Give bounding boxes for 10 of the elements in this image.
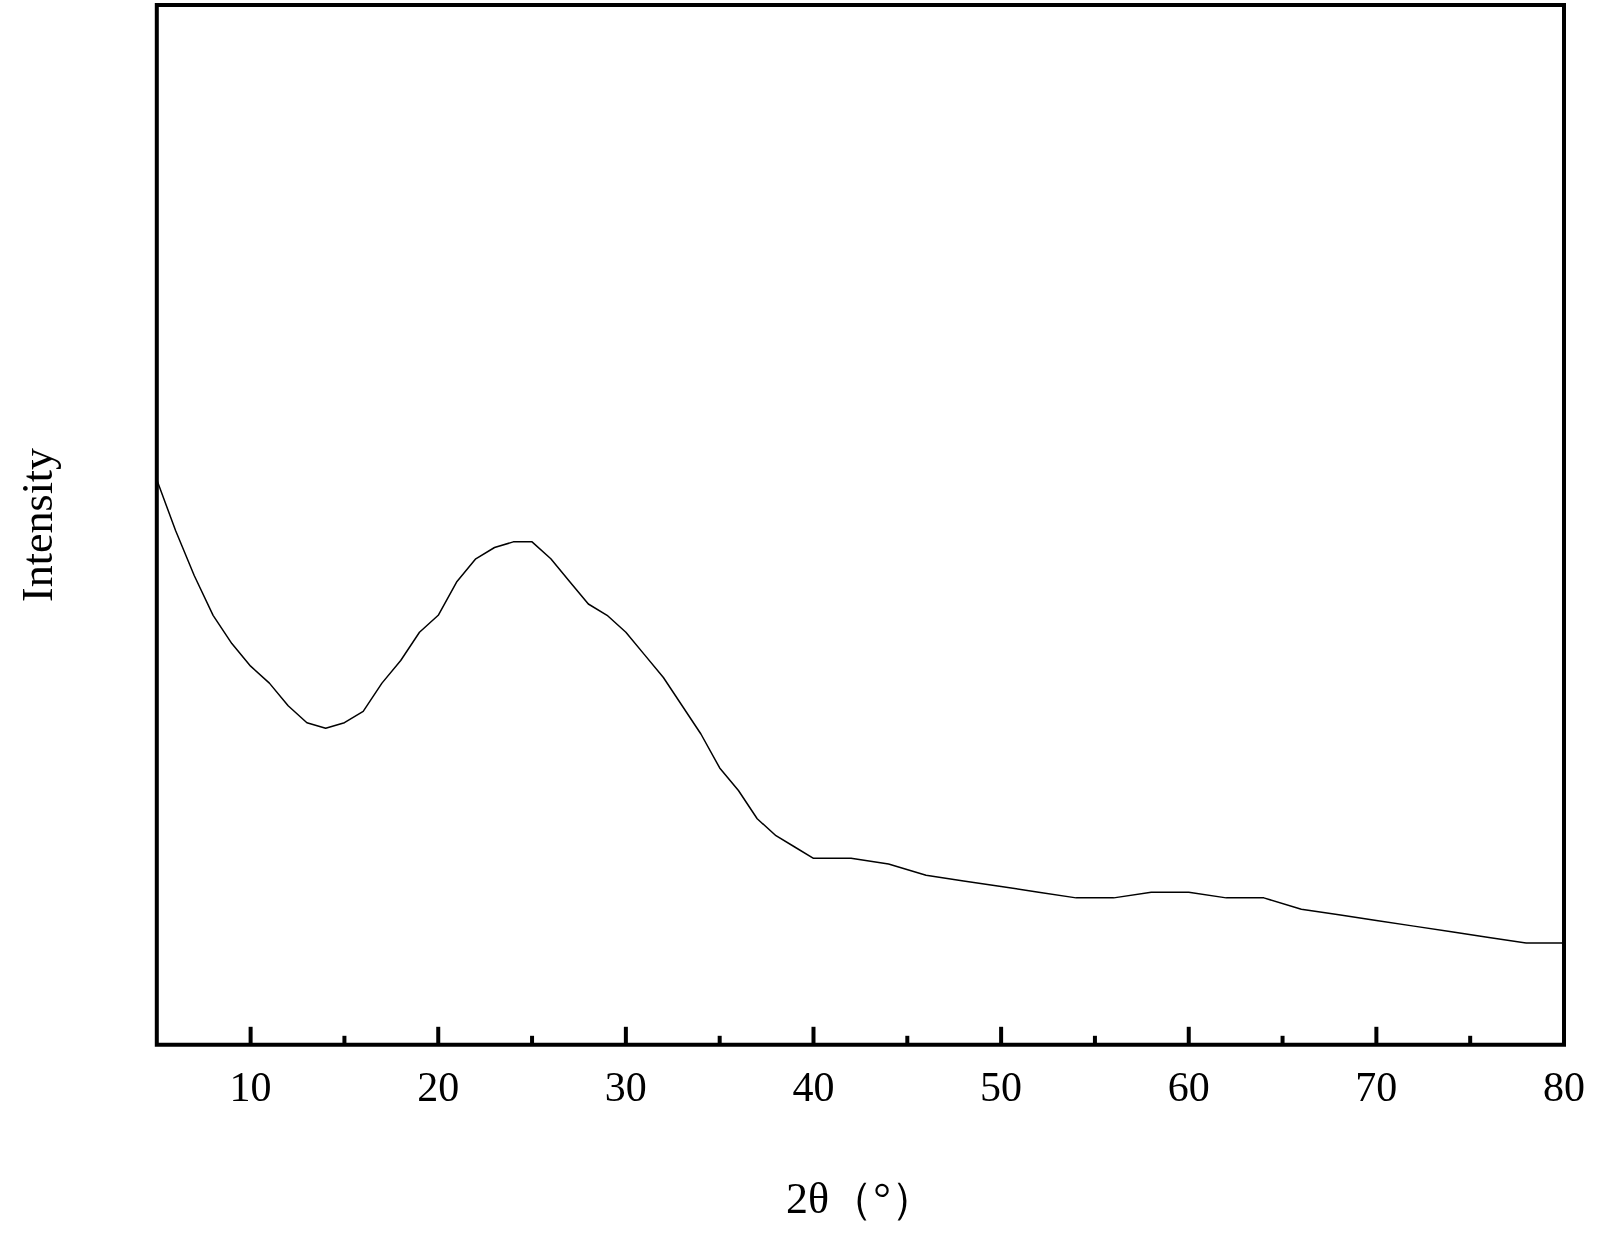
x-tick-label: 50: [980, 1064, 1023, 1111]
x-tick-label: 40: [792, 1064, 835, 1111]
x-tick-label: 60: [1167, 1064, 1210, 1111]
x-tick-label: 10: [229, 1064, 272, 1111]
x-tick-label: 30: [604, 1064, 647, 1111]
x-tick-label: 20: [417, 1064, 460, 1111]
x-tick-label: 70: [1355, 1064, 1398, 1111]
x-tick-label: 80: [1543, 1064, 1585, 1111]
y-axis-title: Intensity: [12, 447, 62, 602]
x-axis-title: 2θ（°）: [786, 1174, 935, 1224]
